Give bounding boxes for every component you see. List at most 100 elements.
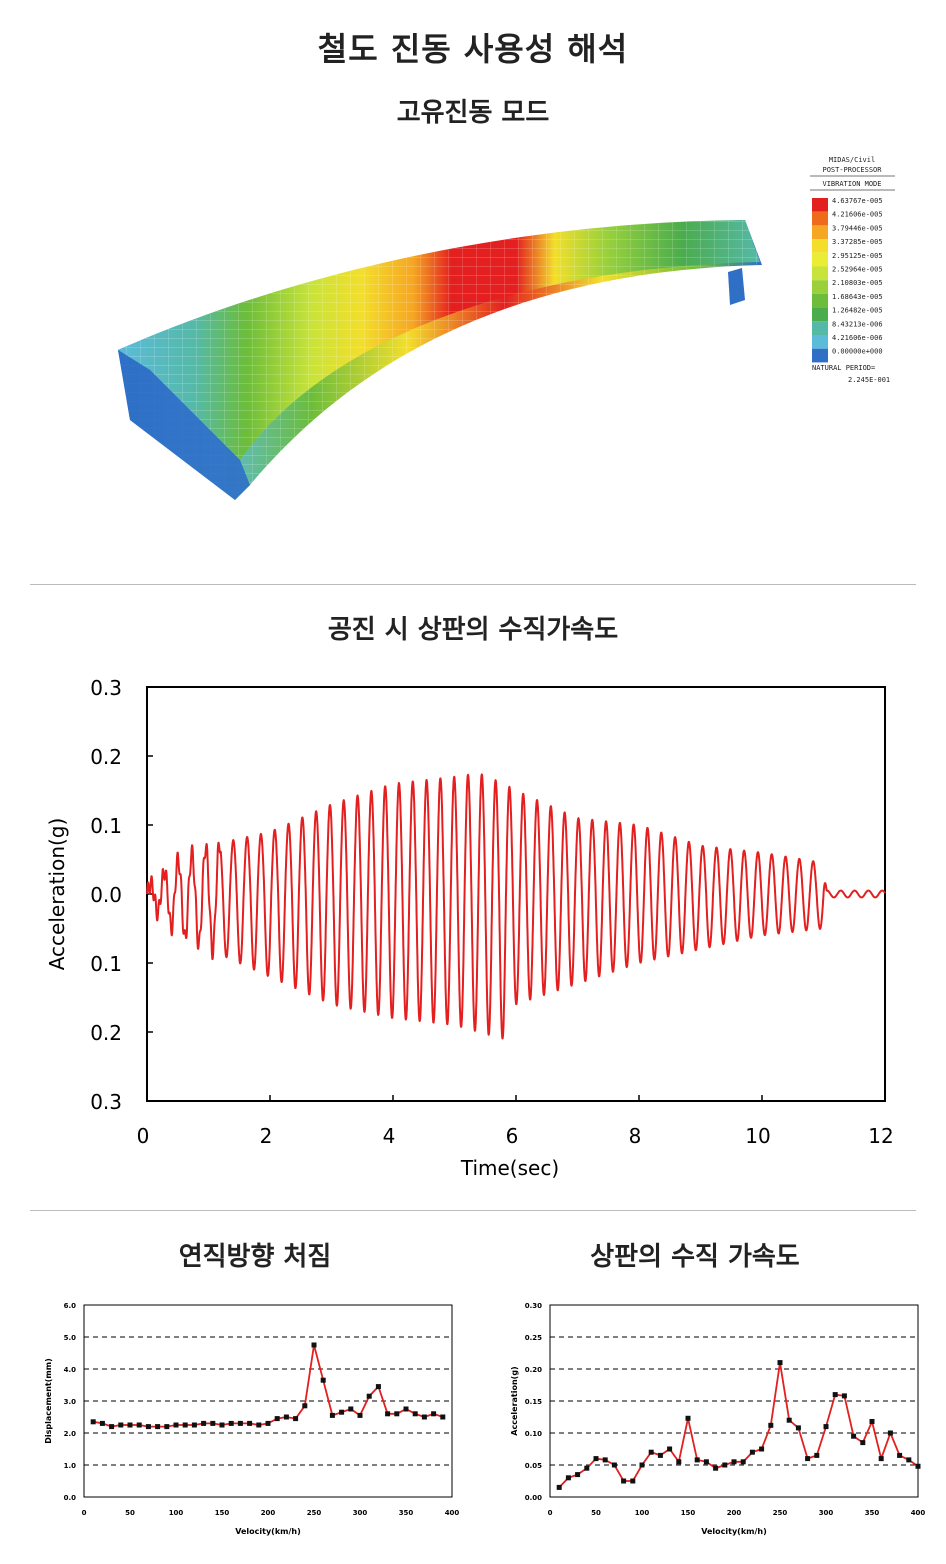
divider	[30, 584, 916, 585]
data-point	[906, 1457, 912, 1463]
y-tick-label: 6.0	[64, 1302, 77, 1310]
data-point	[887, 1430, 893, 1436]
data-point	[759, 1446, 765, 1452]
x-tick-label: 100	[635, 1509, 650, 1517]
data-point	[851, 1433, 857, 1439]
data-point	[329, 1412, 335, 1418]
data-point	[136, 1422, 142, 1428]
data-point	[860, 1440, 866, 1446]
data-point	[293, 1416, 299, 1422]
y-tick-label: 0.2	[90, 1021, 122, 1045]
deflection-chart: 0.0 1.0 2.0 3.0 4.0 5.0 6.0 0 50 100 150 200 250 300 3…	[44, 1302, 459, 1536]
x-tick-label: 0	[82, 1509, 87, 1517]
data-point	[421, 1414, 427, 1420]
legend-period-label: NATURAL PERIOD=	[812, 364, 875, 372]
legend-swatch	[812, 266, 828, 281]
legend-value: 8.43213e-006	[832, 320, 883, 328]
data-point	[814, 1452, 820, 1458]
data-point	[832, 1392, 838, 1398]
data-point	[685, 1415, 691, 1421]
x-tick-label: 12	[868, 1124, 893, 1148]
x-tick-label: 8	[629, 1124, 642, 1148]
data-point	[311, 1342, 317, 1348]
x-tick-label: 200	[727, 1509, 742, 1517]
legend-value: 3.79446e-005	[832, 224, 883, 232]
legend-value: 2.52964e-005	[832, 266, 883, 274]
x-tick-label: 350	[399, 1509, 414, 1517]
data-point	[740, 1459, 746, 1465]
data-point	[265, 1420, 271, 1426]
series-line	[558, 1362, 919, 1489]
legend-value: 0.00000e+000	[832, 348, 883, 356]
data-point	[320, 1377, 326, 1383]
x-tick-label: 300	[819, 1509, 834, 1517]
legend-swatch	[812, 239, 828, 253]
data-point	[173, 1422, 179, 1428]
y-tick-label: 0.30	[525, 1302, 542, 1310]
data-point	[648, 1449, 654, 1455]
x-tick-label: 100	[169, 1509, 184, 1517]
vibration-mode-figure	[118, 220, 762, 500]
data-point	[556, 1484, 562, 1490]
data-point	[394, 1411, 400, 1417]
legend-swatch	[812, 348, 828, 363]
data-point	[713, 1465, 719, 1471]
data-point	[191, 1422, 197, 1428]
data-point	[237, 1420, 243, 1426]
data-point	[431, 1411, 437, 1417]
data-point	[823, 1424, 829, 1430]
y-tick-label: 0.00	[525, 1494, 542, 1502]
data-point	[676, 1459, 682, 1465]
data-point	[375, 1384, 381, 1390]
y-tick-label: 1.0	[64, 1462, 77, 1470]
data-point	[777, 1360, 783, 1366]
data-point	[228, 1420, 234, 1426]
data-point	[703, 1459, 709, 1465]
x-tick-label: 50	[125, 1509, 135, 1517]
x-tick-label: 10	[745, 1124, 770, 1148]
legend-value: 1.68643e-005	[832, 293, 883, 301]
x-tick-label: 50	[591, 1509, 601, 1517]
data-point	[99, 1420, 105, 1426]
data-point	[630, 1478, 636, 1484]
legend-swatch	[812, 335, 828, 349]
y-tick-label: 0.0	[90, 883, 122, 907]
data-point	[639, 1462, 645, 1468]
legend-swatch	[812, 293, 828, 308]
y-tick-label: 3.0	[64, 1398, 77, 1406]
data-point	[357, 1412, 363, 1418]
y-tick-label: 0.3	[90, 1090, 122, 1114]
x-tick-label: 0	[548, 1509, 553, 1517]
y-tick-label: 0.0	[64, 1494, 77, 1502]
data-point	[155, 1424, 161, 1430]
series-line	[93, 1344, 444, 1428]
data-point	[915, 1463, 921, 1469]
legend-swatch	[812, 280, 828, 294]
legend-swatch	[812, 307, 828, 322]
data-point	[283, 1414, 289, 1420]
y-tick-label: 5.0	[64, 1334, 77, 1342]
x-tick-label: 300	[353, 1509, 368, 1517]
mode-section-title: 고유진동 모드	[396, 98, 550, 128]
y-tick-label: 0.25	[525, 1334, 542, 1342]
data-point	[841, 1393, 847, 1399]
legend-swatch	[812, 211, 828, 226]
y-tick-label: 0.20	[525, 1366, 542, 1374]
x-tick-label: 350	[865, 1509, 880, 1517]
legend-program: MIDAS/Civil	[829, 156, 875, 164]
data-point	[90, 1419, 96, 1425]
bridge-deck-model	[118, 220, 762, 500]
legend-value: 3.37285e-005	[832, 238, 883, 246]
data-point	[768, 1422, 774, 1428]
data-point	[412, 1411, 418, 1417]
data-point	[584, 1465, 590, 1471]
legend-period-value: 2.245E-001	[848, 376, 890, 384]
data-point	[731, 1459, 737, 1465]
y-tick-label: 0.10	[525, 1430, 542, 1438]
x-tick-label: 150	[215, 1509, 230, 1517]
data-point	[575, 1472, 581, 1478]
x-axis-label: Time(sec)	[460, 1156, 559, 1180]
y-tick-label: 0.1	[90, 814, 122, 838]
data-point	[722, 1462, 728, 1468]
y-axis-label: Acceleration(g)	[510, 1366, 519, 1435]
